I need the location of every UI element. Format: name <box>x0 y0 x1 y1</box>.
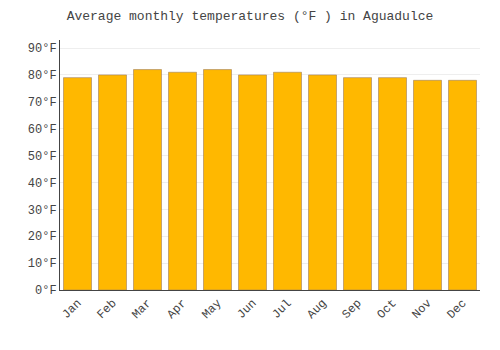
svg-text:Sep: Sep <box>339 297 364 322</box>
svg-text:60°F: 60°F <box>28 123 57 137</box>
svg-text:70°F: 70°F <box>28 96 57 110</box>
svg-text:Average monthly temperatures (: Average monthly temperatures (°F ) in Ag… <box>67 9 434 24</box>
svg-text:80°F: 80°F <box>28 69 57 83</box>
svg-text:May: May <box>199 297 224 322</box>
svg-text:Apr: Apr <box>164 297 189 322</box>
svg-text:Aug: Aug <box>304 297 329 322</box>
svg-text:Dec: Dec <box>444 297 469 322</box>
svg-text:10°F: 10°F <box>28 257 57 271</box>
svg-text:Jul: Jul <box>269 297 294 322</box>
svg-text:Mar: Mar <box>129 297 154 322</box>
svg-text:Feb: Feb <box>94 297 119 322</box>
svg-text:20°F: 20°F <box>28 230 57 244</box>
svg-text:40°F: 40°F <box>28 177 57 191</box>
svg-text:30°F: 30°F <box>28 204 57 218</box>
svg-text:Jan: Jan <box>59 297 84 322</box>
svg-text:50°F: 50°F <box>28 150 57 164</box>
svg-text:Nov: Nov <box>409 297 434 322</box>
svg-text:Jun: Jun <box>234 297 259 322</box>
svg-text:0°F: 0°F <box>35 284 57 298</box>
svg-text:90°F: 90°F <box>28 42 57 56</box>
svg-text:Oct: Oct <box>374 297 399 322</box>
